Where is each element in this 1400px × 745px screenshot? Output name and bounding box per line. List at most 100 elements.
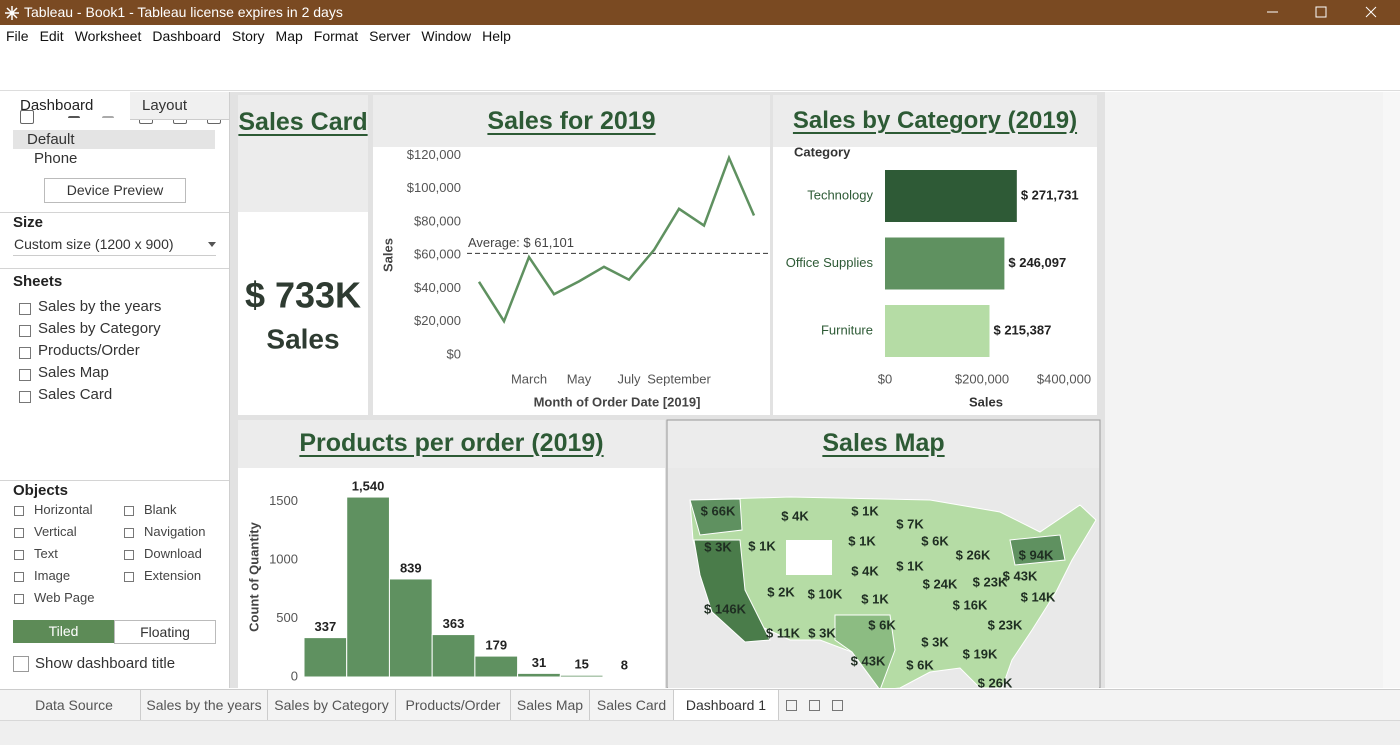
sheet-icon: [19, 369, 31, 381]
map-label: $ 146K: [704, 601, 747, 616]
menu-item[interactable]: File: [6, 28, 29, 44]
new-tab-icon[interactable]: [832, 700, 843, 711]
object-item[interactable]: Image: [34, 568, 71, 583]
dropdown-arrow: [208, 242, 216, 251]
menu-item[interactable]: Server: [369, 28, 411, 44]
category-label: Furniture: [821, 322, 873, 337]
bar: [885, 305, 990, 357]
menu-item[interactable]: Story: [231, 28, 265, 44]
scrollbar[interactable]: [1383, 92, 1400, 688]
sheet-tab[interactable]: Sales by the years: [141, 690, 268, 721]
menu-item[interactable]: Edit: [39, 28, 64, 44]
separator: [0, 480, 229, 481]
canvas-bg: [1105, 92, 1383, 688]
undo[interactable]: [68, 116, 80, 130]
panel-tab[interactable]: Dashboard: [20, 97, 94, 114]
sheet-item[interactable]: Products/Order: [38, 342, 140, 359]
title-band: [238, 420, 665, 468]
size-value[interactable]: Custom size (1200 x 900): [14, 236, 174, 252]
menu-item[interactable]: Dashboard: [152, 28, 221, 44]
map-label: $ 23K: [973, 574, 1008, 589]
map-label: $ 1K: [896, 558, 924, 573]
sheet-tab[interactable]: Sales Map: [511, 690, 590, 721]
map-label: $ 3K: [921, 634, 949, 649]
sheet-item[interactable]: Sales Map: [38, 364, 109, 381]
object-icon: [124, 506, 134, 516]
object-item[interactable]: Horizontal: [34, 502, 93, 517]
histogram-bar: [346, 496, 390, 678]
y-tick-label: 1500: [269, 493, 298, 508]
menu-item[interactable]: Window: [421, 28, 472, 44]
tiled-button[interactable]: Tiled: [13, 620, 114, 643]
map-label: $ 6K: [906, 657, 934, 672]
object-item[interactable]: Navigation: [144, 524, 206, 539]
object-item[interactable]: Text: [34, 546, 58, 561]
objects-label: Objects: [13, 482, 69, 499]
map-label: $ 4K: [781, 508, 809, 523]
object-item[interactable]: Vertical: [34, 524, 77, 539]
object-icon: [14, 594, 24, 604]
new-tab-icon[interactable]: [786, 700, 797, 711]
map-label: $ 7K: [896, 516, 924, 531]
map-label: $ 2K: [767, 584, 795, 599]
y-tick-label: $60,000: [414, 247, 461, 262]
sheet-item[interactable]: Sales by the years: [38, 298, 162, 315]
device[interactable]: Phone: [34, 150, 78, 167]
sheet-icon: [19, 303, 31, 315]
y-axis-label: Sales: [380, 238, 395, 272]
plot-bg: [373, 147, 770, 415]
new-tab-icon[interactable]: [809, 700, 820, 711]
object-item[interactable]: Extension: [144, 568, 202, 583]
histogram-bar: [559, 674, 604, 678]
redo[interactable]: [102, 116, 114, 130]
value-label: $ 271,731: [1021, 187, 1079, 202]
separator: [0, 212, 229, 213]
map-label: $ 16K: [953, 597, 988, 612]
sheet-tab[interactable]: Data Source: [8, 690, 141, 721]
card-bg: [238, 212, 368, 415]
kpi-value: $ 733K: [245, 275, 361, 316]
device[interactable]: Default: [27, 131, 75, 148]
title-bar: Tableau - Book1 - Tableau license expire…: [0, 0, 1400, 25]
map-label: $ 3K: [704, 539, 732, 554]
menu-item[interactable]: Worksheet: [74, 28, 142, 44]
map-label: $ 10K: [808, 586, 843, 601]
object-item[interactable]: Download: [144, 546, 202, 561]
object-item[interactable]: Blank: [144, 502, 177, 517]
map-label: $ 1K: [848, 533, 876, 548]
histogram-bar: [602, 675, 647, 678]
sheet-tabs: Data Source Sales by the years Sales by Ca…: [0, 689, 1400, 721]
menu-item[interactable]: Help: [482, 28, 511, 44]
sheet-tab[interactable]: Dashboard 1: [674, 690, 779, 721]
object-icon: [14, 572, 24, 582]
value-label: 31: [532, 655, 546, 670]
sheet-tab[interactable]: Products/Order: [396, 690, 511, 721]
value-label: $ 246,097: [1008, 255, 1066, 270]
window-controls[interactable]: [1250, 0, 1400, 25]
floating-button[interactable]: Floating: [114, 620, 216, 644]
sheet-tab[interactable]: Sales by Category: [268, 690, 396, 721]
checkbox[interactable]: [13, 656, 29, 672]
object-icon: [124, 550, 134, 560]
histogram-bar: [517, 672, 561, 678]
side-panel: Dashboard Layout Default Phone Device Pr…: [0, 92, 230, 688]
sheet-item[interactable]: Sales Card: [38, 386, 113, 403]
x-tick-label: May: [567, 371, 592, 386]
panel-tab[interactable]: Layout: [142, 97, 188, 114]
sheet-item[interactable]: Sales by Category: [38, 320, 161, 337]
menu-item[interactable]: Format: [313, 28, 359, 44]
sheets-label: Sheets: [13, 273, 63, 290]
object-item[interactable]: Web Page: [34, 590, 95, 605]
histogram-bar: [303, 637, 348, 678]
map-label: $ 1K: [861, 591, 889, 606]
device-preview-button[interactable]: Device Preview: [44, 178, 186, 203]
map-label: $ 26K: [978, 675, 1013, 688]
y-tick-label: $80,000: [414, 213, 461, 228]
menu-item[interactable]: Map: [275, 28, 303, 44]
sheet-icon: [19, 391, 31, 403]
map-label: $ 66K: [701, 503, 736, 518]
toolbar-icon[interactable]: [20, 110, 34, 124]
sheet-tab[interactable]: Sales Card: [590, 690, 674, 721]
show-title-label[interactable]: Show dashboard title: [35, 655, 176, 672]
